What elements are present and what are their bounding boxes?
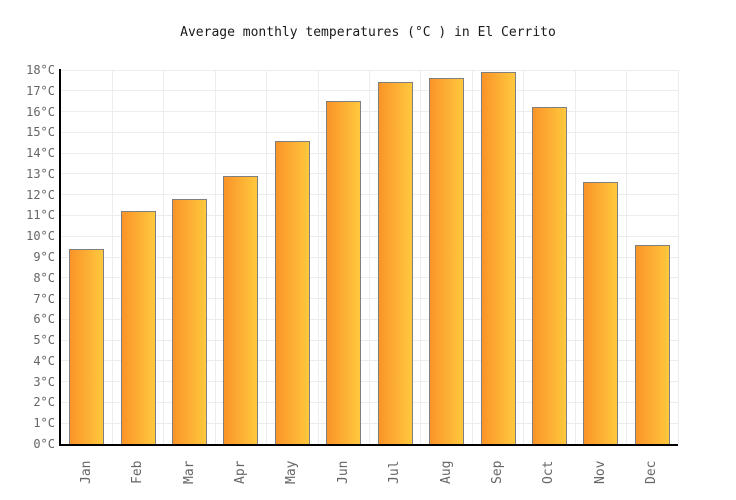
y-tick-label: 2°C [33, 395, 55, 410]
bar-apr [223, 175, 259, 444]
x-axis [59, 444, 678, 446]
x-tick-label-apr: Apr [232, 460, 248, 484]
x-tick-label-oct: Oct [541, 460, 557, 484]
x-tick-label-jul: Jul [387, 460, 403, 484]
v-gridline [574, 70, 576, 444]
y-tick-label: 6°C [33, 312, 55, 327]
v-gridline [471, 70, 473, 444]
bar-jun [326, 101, 362, 444]
y-tick-label: 8°C [33, 270, 55, 285]
x-tick-label-sep: Sep [490, 460, 506, 484]
x-tick-label-aug: Aug [438, 460, 454, 484]
bar-dec [634, 244, 670, 444]
y-tick-label: 9°C [33, 250, 55, 264]
x-tick-label-mar: Mar [181, 460, 197, 484]
v-gridline [266, 70, 268, 444]
v-gridline [369, 70, 370, 444]
bar-aug [429, 78, 465, 444]
y-tick-label: 4°C [33, 353, 55, 368]
x-tick-label-nov: Nov [592, 460, 608, 484]
y-tick-label: 15°C [26, 125, 55, 140]
y-tick-label: 11°C [26, 208, 55, 223]
v-gridline [626, 70, 628, 444]
bar-feb [120, 211, 156, 444]
y-tick-label: 18°C [26, 63, 55, 77]
y-tick-label: 7°C [33, 291, 55, 306]
y-tick-label: 16°C [26, 104, 55, 119]
x-tick-label-may: May [284, 460, 300, 484]
y-tick-label: 10°C [26, 229, 55, 244]
y-tick-label: 1°C [33, 416, 55, 431]
v-gridline [111, 70, 113, 444]
v-gridline [677, 70, 679, 444]
x-tick-label-feb: Feb [130, 460, 146, 484]
y-axis [59, 69, 61, 446]
y-tick-label: 14°C [26, 146, 55, 161]
x-tick-label-jan: Jan [78, 460, 94, 484]
bar-mar [172, 198, 208, 444]
v-gridline [214, 70, 216, 444]
v-gridline [420, 70, 422, 444]
bar-oct [531, 107, 567, 444]
y-tick-label: 5°C [33, 333, 55, 348]
y-tick-label: 12°C [26, 187, 55, 202]
bar-jan [69, 248, 105, 444]
y-tick-label: 3°C [33, 374, 55, 389]
bar-may [274, 140, 310, 444]
y-tick-label: 17°C [26, 83, 55, 98]
y-tick-label: 13°C [26, 166, 55, 181]
v-gridline [523, 70, 525, 444]
x-tick-label-jun: Jun [335, 460, 351, 484]
bar-jul [377, 82, 413, 444]
chart-title: Average monthly temperatures (°C ) in El… [180, 25, 556, 40]
bar-sep [480, 72, 516, 444]
y-tick-label: 0°C [33, 437, 55, 451]
v-gridline [317, 70, 319, 444]
v-gridline [163, 70, 165, 444]
bar-nov [583, 182, 619, 444]
x-tick-label-dec: Dec [644, 460, 660, 484]
